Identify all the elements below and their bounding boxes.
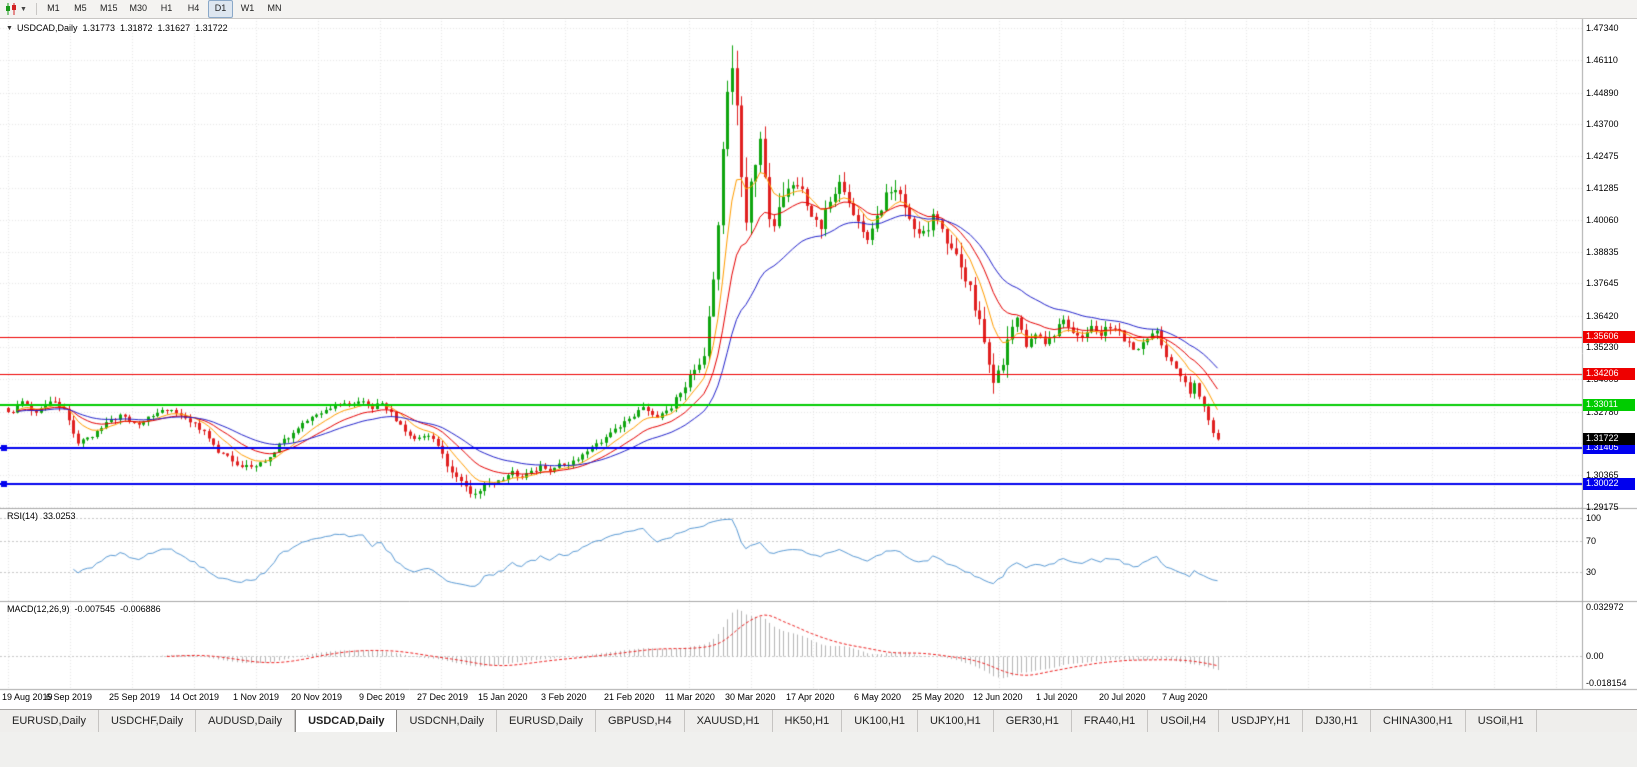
rsi-name: RSI(14) bbox=[7, 511, 39, 521]
timeframe-button-m15[interactable]: M15 bbox=[99, 3, 118, 13]
price-tick-label: 1.43700 bbox=[1586, 119, 1619, 129]
chart-tab-uk100-h1[interactable]: UK100,H1 bbox=[917, 710, 994, 732]
chart-tab-uk100-h1[interactable]: UK100,H1 bbox=[842, 710, 918, 732]
chart-tab-dj30-h1[interactable]: DJ30,H1 bbox=[1303, 710, 1372, 732]
price-tick-label: 1.41285 bbox=[1586, 183, 1619, 193]
timeframe-button-h1[interactable]: H1 bbox=[160, 3, 173, 13]
date-tick-label: 20 Jul 2020 bbox=[1099, 692, 1146, 702]
date-tick-label: 1 Nov 2019 bbox=[233, 692, 280, 702]
level-badge-1.35606: 1.35606 bbox=[1583, 331, 1635, 343]
indicator-collapse-icon[interactable]: ▼ bbox=[6, 24, 13, 32]
price-tick-label: 1.47340 bbox=[1586, 23, 1619, 33]
chart-tab-eurusd-daily[interactable]: EURUSD,Daily bbox=[497, 710, 596, 732]
price-tick-label: 1.35230 bbox=[1586, 342, 1619, 352]
price-tick-label: 1.32780 bbox=[1586, 407, 1619, 417]
bottom-strip bbox=[0, 731, 1637, 767]
chart-tab-usdcnh-daily[interactable]: USDCNH,Daily bbox=[397, 710, 498, 732]
timeframe-button-d1[interactable]: D1 bbox=[207, 0, 233, 18]
level-badge-1.31405: 1.31405 bbox=[1583, 442, 1635, 454]
chart-symbol-label: USDCAD,Daily bbox=[16, 23, 78, 33]
chart-window: ▼ USDCAD,Daily 1.31773 1.31872 1.31627 1… bbox=[0, 18, 1637, 709]
date-tick-label: 25 Sep 2019 bbox=[109, 692, 161, 702]
timeframe-button-mn[interactable]: MN bbox=[267, 3, 282, 13]
chart-tab-xauusd-h1[interactable]: XAUUSD,H1 bbox=[684, 710, 773, 732]
level-badge-1.30022: 1.30022 bbox=[1583, 478, 1635, 490]
macd-name: MACD(12,26,9) bbox=[7, 604, 70, 614]
price-tick-label: 1.37645 bbox=[1586, 278, 1619, 288]
timeframe-toolbar: M1 M5 M15 M30 H1 H4 D1 W1 MN bbox=[41, 0, 287, 18]
chart-tab-hk50-h1[interactable]: HK50,H1 bbox=[772, 710, 843, 732]
rsi-value: 33.0253 bbox=[43, 511, 76, 521]
chart-tab-usdjpy-h1[interactable]: USDJPY,H1 bbox=[1219, 710, 1304, 732]
chart-tab-eurusd-daily[interactable]: EURUSD,Daily bbox=[0, 710, 99, 732]
ohlc-low: 1.31627 bbox=[157, 23, 191, 33]
top-toolbar: ▼ M1 M5 M15 M30 H1 H4 D1 W1 MN bbox=[0, 0, 1637, 19]
price-tick-label: 1.29175 bbox=[1586, 502, 1619, 512]
chevron-down-icon: ▼ bbox=[20, 5, 27, 13]
date-tick-label: 12 Jun 2020 bbox=[973, 692, 1023, 702]
level-badge-1.34206: 1.34206 bbox=[1583, 368, 1635, 380]
date-tick-label: 1 Jul 2020 bbox=[1036, 692, 1078, 702]
price-tick-label: 1.30365 bbox=[1586, 470, 1619, 480]
macd-tick-label: -0.018154 bbox=[1586, 678, 1627, 688]
date-tick-label: 6 May 2020 bbox=[854, 692, 902, 702]
price-tick-label: 1.40060 bbox=[1586, 215, 1619, 225]
ohlc-open: 1.31773 bbox=[82, 23, 115, 33]
price-tick-label: 1.38835 bbox=[1586, 247, 1619, 257]
chart-ohlc-header: ▼ USDCAD,Daily 1.31773 1.31872 1.31627 1… bbox=[6, 23, 233, 33]
chart-tab-fra40-h1[interactable]: FRA40,H1 bbox=[1071, 710, 1149, 732]
date-tick-label: 17 Apr 2020 bbox=[786, 692, 835, 702]
price-tick-label: 1.44890 bbox=[1586, 88, 1619, 98]
chart-tab-china300-h1[interactable]: CHINA300,H1 bbox=[1371, 710, 1466, 732]
ohlc-high: 1.31872 bbox=[120, 23, 153, 33]
ohlc-close: 1.31722 bbox=[195, 23, 228, 33]
macd-tick-label: 0.00 bbox=[1586, 651, 1604, 661]
chart-tab-audusd-daily[interactable]: AUDUSD,Daily bbox=[196, 710, 296, 732]
rsi-tick-label: 30 bbox=[1586, 567, 1597, 577]
date-tick-label: 27 Dec 2019 bbox=[417, 692, 469, 702]
date-tick-label: 25 May 2020 bbox=[912, 692, 965, 702]
chart-tab-ger30-h1[interactable]: GER30,H1 bbox=[993, 710, 1072, 732]
date-tick-label: 11 Mar 2020 bbox=[665, 692, 715, 702]
date-tick-label: 9 Dec 2019 bbox=[359, 692, 406, 702]
date-tick-label: 15 Jan 2020 bbox=[478, 692, 528, 702]
timeframe-button-m30[interactable]: M30 bbox=[129, 3, 147, 13]
date-tick-label: 21 Feb 2020 bbox=[604, 692, 655, 702]
date-tick-label: 6 Sep 2019 bbox=[46, 692, 93, 702]
macd-panel-label: MACD(12,26,9) -0.007545 -0.006886 bbox=[7, 604, 166, 614]
chart-tab-usdcad-daily[interactable]: USDCAD,Daily bbox=[295, 710, 398, 732]
chart-tab-usoil-h1[interactable]: USOil,H1 bbox=[1465, 710, 1537, 732]
date-tick-label: 3 Feb 2020 bbox=[541, 692, 587, 702]
date-tick-label: 30 Mar 2020 bbox=[725, 692, 776, 702]
macd-main-value: -0.007545 bbox=[74, 604, 116, 614]
price-tick-label: 1.46110 bbox=[1586, 55, 1618, 65]
date-tick-label: 20 Nov 2019 bbox=[291, 692, 343, 702]
price-tick-label: 1.36420 bbox=[1586, 311, 1619, 321]
macd-signal-value: -0.006886 bbox=[120, 604, 161, 614]
date-tick-label: 14 Oct 2019 bbox=[170, 692, 220, 702]
rsi-tick-label: 70 bbox=[1586, 536, 1597, 546]
toolbar-separator bbox=[35, 3, 37, 15]
date-tick-label: 7 Aug 2020 bbox=[1162, 692, 1208, 702]
date-tick-label: 19 Aug 2019 bbox=[2, 692, 53, 702]
chart-tab-usoil-h4[interactable]: USOil,H4 bbox=[1148, 710, 1220, 732]
chart-tab-gbpusd-h4[interactable]: GBPUSD,H4 bbox=[596, 710, 685, 732]
timeframe-button-m5[interactable]: M5 bbox=[74, 3, 87, 13]
chart-tab-usdchf-daily[interactable]: USDCHF,Daily bbox=[98, 710, 197, 732]
current-price-badge: 1.31722 bbox=[1583, 433, 1635, 445]
level-badge-1.33011: 1.33011 bbox=[1583, 399, 1635, 411]
timeframe-button-w1[interactable]: W1 bbox=[240, 3, 255, 13]
candlestick-chart-icon bbox=[6, 3, 16, 15]
chart-tabs-bar: EURUSD,Daily USDCHF,Daily AUDUSD,Daily USDC… bbox=[0, 709, 1637, 732]
timeframe-button-h4[interactable]: H4 bbox=[187, 3, 200, 13]
timeframe-button-m1[interactable]: M1 bbox=[47, 3, 60, 13]
price-tick-label: 1.42475 bbox=[1586, 151, 1619, 161]
rsi-panel-label: RSI(14) 33.0253 bbox=[7, 511, 81, 521]
chart-canvas[interactable] bbox=[0, 18, 1637, 709]
rsi-tick-label: 100 bbox=[1586, 513, 1602, 523]
chart-type-dropdown[interactable]: ▼ bbox=[0, 1, 32, 17]
macd-tick-label: 0.032972 bbox=[1586, 602, 1624, 612]
